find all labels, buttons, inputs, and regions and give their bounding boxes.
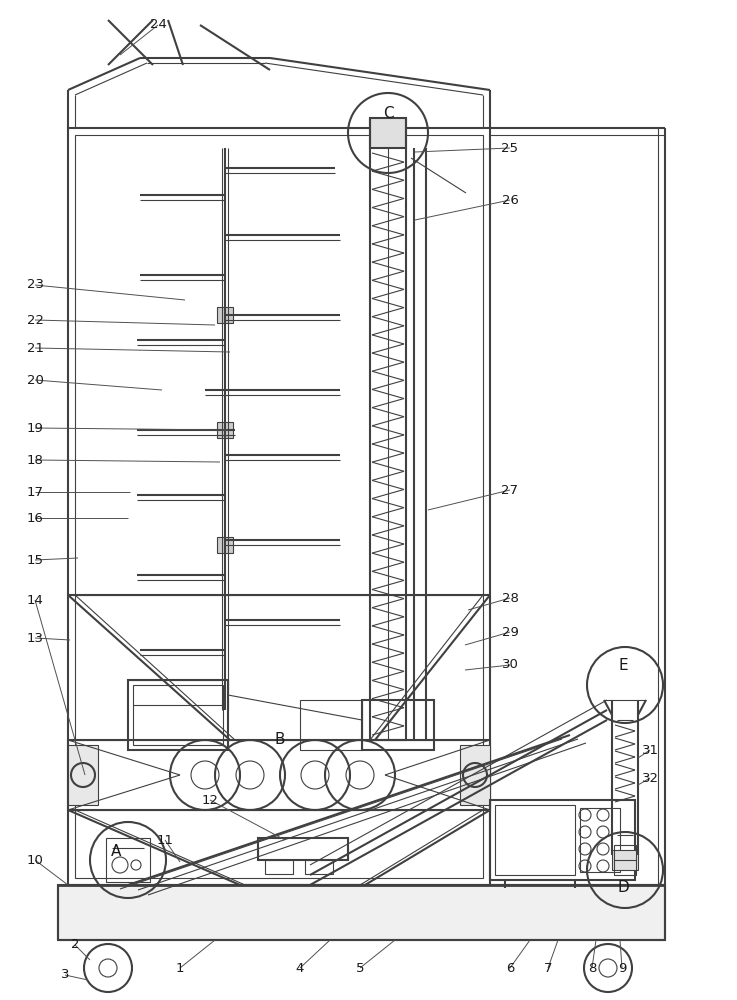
Text: 16: 16 <box>27 512 43 524</box>
Text: 26: 26 <box>502 194 518 207</box>
Text: 8: 8 <box>588 962 596 974</box>
Bar <box>305 860 333 874</box>
Text: 24: 24 <box>150 18 167 31</box>
Bar <box>133 685 223 745</box>
Text: 29: 29 <box>502 626 518 639</box>
Text: 19: 19 <box>27 422 43 434</box>
Bar <box>580 808 620 872</box>
Text: 20: 20 <box>27 373 43 386</box>
Text: 13: 13 <box>27 632 43 645</box>
Text: 6: 6 <box>506 962 514 974</box>
Bar <box>106 838 150 882</box>
Text: 23: 23 <box>27 278 43 292</box>
Text: 7: 7 <box>544 962 552 974</box>
Bar <box>495 805 575 875</box>
Bar <box>217 422 233 438</box>
Bar <box>68 740 490 810</box>
Text: 31: 31 <box>641 744 658 756</box>
Text: 11: 11 <box>156 834 173 846</box>
Text: E: E <box>618 658 628 672</box>
Bar <box>68 745 98 805</box>
Text: 25: 25 <box>501 141 519 154</box>
Text: 21: 21 <box>27 342 43 355</box>
Text: C: C <box>383 105 394 120</box>
Text: 4: 4 <box>296 962 304 974</box>
Text: B: B <box>275 732 285 748</box>
Bar <box>300 700 362 750</box>
Text: 3: 3 <box>60 968 69 982</box>
Bar <box>75 135 483 878</box>
Bar <box>490 800 635 880</box>
Bar <box>460 745 490 805</box>
Bar <box>128 680 228 750</box>
Text: 9: 9 <box>618 962 626 974</box>
Text: 18: 18 <box>27 454 43 466</box>
Bar <box>362 700 434 750</box>
Text: 10: 10 <box>27 854 43 866</box>
Text: D: D <box>617 880 629 896</box>
Text: 1: 1 <box>175 962 184 974</box>
Text: 27: 27 <box>501 484 519 496</box>
Text: 32: 32 <box>641 772 658 784</box>
Text: 5: 5 <box>356 962 364 974</box>
Text: 15: 15 <box>27 554 43 566</box>
Bar <box>614 845 636 875</box>
Bar <box>265 860 293 874</box>
Bar <box>58 885 665 940</box>
Text: 17: 17 <box>27 486 43 498</box>
Text: 12: 12 <box>201 794 218 806</box>
Bar <box>68 128 490 885</box>
Text: 2: 2 <box>71 938 80 952</box>
Text: 22: 22 <box>27 314 43 326</box>
Bar <box>217 307 233 323</box>
Text: 28: 28 <box>502 591 518 604</box>
Bar <box>217 537 233 553</box>
Bar <box>612 850 638 870</box>
Text: 14: 14 <box>27 593 43 606</box>
Text: A: A <box>111 844 121 859</box>
Bar <box>370 118 406 148</box>
Text: 30: 30 <box>502 658 518 672</box>
Bar <box>258 838 348 860</box>
